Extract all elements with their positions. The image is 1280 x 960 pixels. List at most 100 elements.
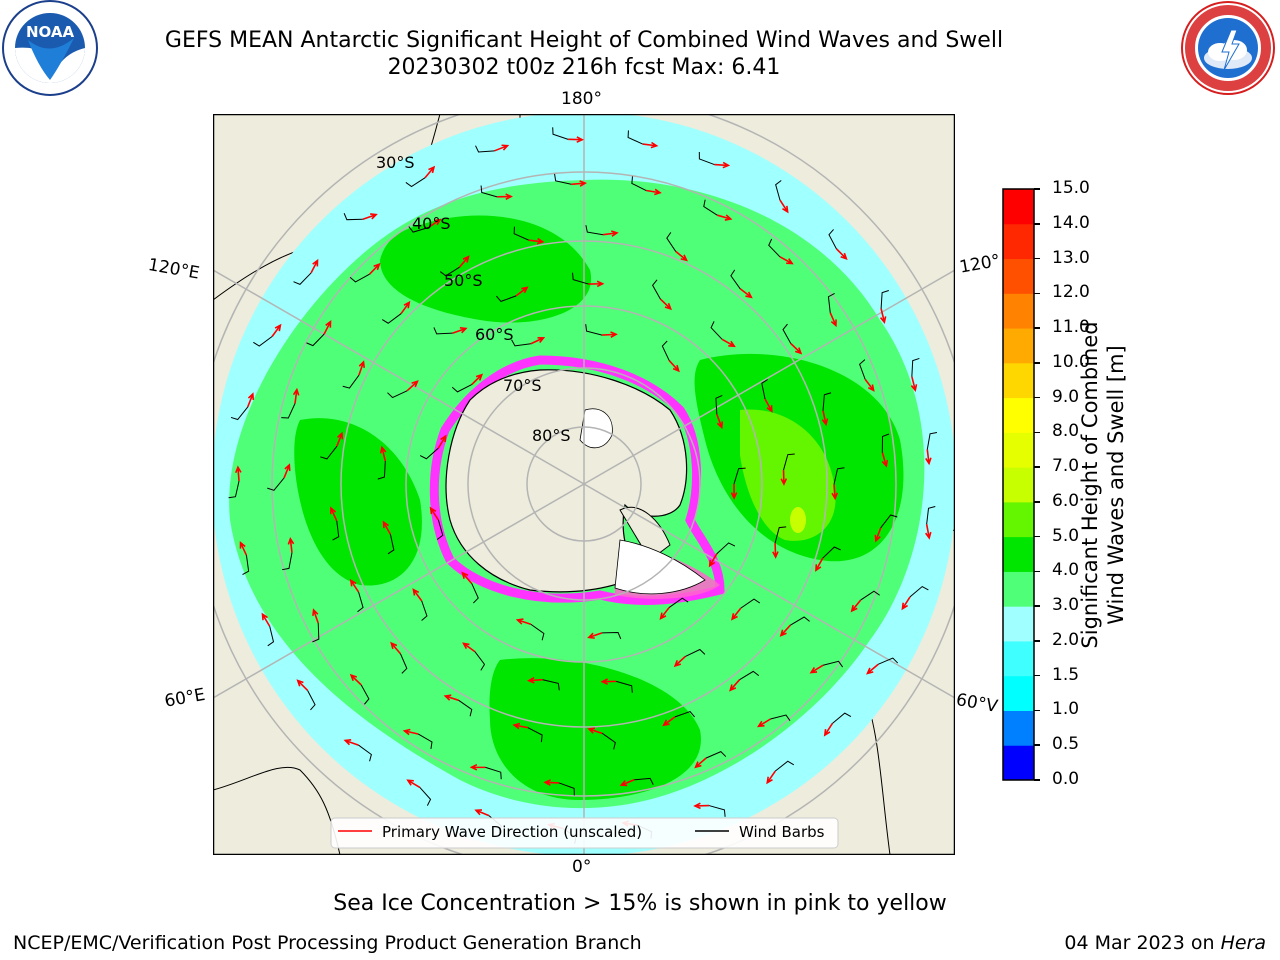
wave-direction-arrow <box>714 161 731 169</box>
colorbar-block <box>1003 501 1034 538</box>
wave-direction-arrow <box>881 452 889 468</box>
lon-label-180: 180° <box>561 89 602 109</box>
wind-barb <box>281 403 296 419</box>
wind-barb <box>877 657 899 665</box>
wave-direction-arrow <box>429 506 440 521</box>
wave-direction-arrow <box>379 445 387 462</box>
footer-date: 04 Mar 2023 on Hera <box>1064 932 1266 954</box>
wave-direction-arrow <box>571 180 588 187</box>
wind-barb <box>828 229 837 250</box>
wave-direction-arrow <box>874 527 882 543</box>
wave-direction-arrow <box>412 588 423 602</box>
colorbar-tick-label: 0.5 <box>1052 734 1080 755</box>
wave-direction-arrow <box>879 308 887 325</box>
wind-barb <box>652 279 661 300</box>
wave-direction-arrow <box>471 373 484 386</box>
lon-label-120w: 120° <box>958 250 1002 278</box>
wind-barb <box>926 431 938 450</box>
wave-direction-arrow <box>675 250 688 262</box>
legend-primary-wave: Primary Wave Direction (unscaled) <box>382 823 642 841</box>
wave-direction-arrow <box>469 763 486 771</box>
colorbar-block <box>1003 328 1034 364</box>
wave-direction-arrow <box>515 286 529 297</box>
wave-direction-arrow <box>780 470 788 486</box>
wind-barb <box>419 447 439 460</box>
wind-barb <box>601 732 616 750</box>
colorbar-tick-label: 7.0 <box>1052 456 1080 477</box>
wind-barb <box>716 542 736 555</box>
wave-direction-arrow <box>716 414 724 430</box>
wind-barb <box>381 313 402 324</box>
wave-direction-arrow <box>271 323 282 337</box>
wave-max-spot <box>790 507 806 533</box>
wave-direction-arrow <box>910 376 918 392</box>
wave-direction-arrow <box>343 739 359 746</box>
wave-direction-arrow <box>821 410 829 427</box>
wave-direction-arrow <box>330 506 338 522</box>
wave-direction-arrow <box>587 727 603 735</box>
colorbar-tick-label: 1.0 <box>1052 699 1080 720</box>
wave-direction-arrow <box>497 193 513 200</box>
colorbar-block <box>1003 432 1034 468</box>
wind-barb <box>474 651 486 671</box>
wind-barb <box>421 600 428 621</box>
wind-barb <box>552 127 569 140</box>
colorbar-tick-label: 6.0 <box>1052 490 1080 511</box>
wind-barb <box>267 477 285 491</box>
wave-direction-arrow <box>246 392 255 408</box>
wave-direction-arrow <box>292 387 300 404</box>
colorbar-tick-mark <box>1034 640 1040 642</box>
wind-barb <box>542 679 560 691</box>
wind-barb <box>572 272 589 285</box>
wind-barb <box>822 660 844 668</box>
wave-direction-arrow <box>668 360 680 373</box>
wind-barb <box>860 590 880 601</box>
wave-direction-arrow <box>474 809 490 817</box>
wave-direction-arrow <box>717 214 733 221</box>
wave-direction-arrow <box>779 256 794 265</box>
wave-direction-arrow <box>729 679 741 692</box>
colorbar-block <box>1003 223 1034 260</box>
wave-direction-arrow <box>673 655 686 668</box>
wind-barb <box>230 406 249 421</box>
colorbar-tick-mark <box>1034 362 1040 364</box>
wind-barb <box>458 699 473 717</box>
colorbar-tick-mark <box>1034 327 1040 329</box>
colorbar-tick-label: 14.0 <box>1052 212 1090 233</box>
colorbar-tick-label: 13.0 <box>1052 247 1090 268</box>
wave-direction-arrow <box>815 557 824 572</box>
wind-barb <box>739 670 760 681</box>
wave-direction-arrow <box>526 676 543 684</box>
wave-direction-arrow <box>235 465 242 482</box>
wind-barb <box>349 273 370 283</box>
wind-barb <box>661 340 670 361</box>
colorbar-block <box>1003 640 1034 677</box>
wave-direction-arrow <box>461 571 473 584</box>
colorbar-block <box>1003 571 1034 607</box>
colorbar-tick-label: 8.0 <box>1052 421 1080 442</box>
colorbar-tick-label: 4.0 <box>1052 560 1080 581</box>
wind-barb <box>627 130 643 145</box>
map-legend: Primary Wave Direction (unscaled) Wind B… <box>330 817 839 849</box>
colorbar-tick-mark <box>1034 188 1040 190</box>
legend-wind-barbs: Wind Barbs <box>739 823 825 841</box>
wave-direction-arrow <box>721 338 736 348</box>
wind-barb <box>703 199 718 216</box>
colorbar-block <box>1003 293 1034 329</box>
wind-barb <box>880 290 889 309</box>
wave-direction-arrow <box>400 300 411 315</box>
map-subtitle: 20230302 t00z 216h fcst Max: 6.41 <box>387 55 781 80</box>
wave-direction-arrow <box>602 230 619 237</box>
colorbar-tick-label: 3.0 <box>1052 595 1080 616</box>
wind-barb <box>320 446 338 460</box>
wind-barb <box>400 653 408 674</box>
wave-direction-arrow <box>452 327 468 334</box>
wave-direction-arrow <box>835 248 848 261</box>
wind-barb <box>357 591 364 613</box>
wind-barb <box>859 359 866 380</box>
wave-direction-arrow <box>390 641 402 655</box>
wave-direction-arrow <box>462 642 476 653</box>
colorbar-tick-mark <box>1034 396 1040 399</box>
colorbar-tick-mark <box>1034 223 1040 225</box>
wave-direction-arrow <box>543 779 560 786</box>
